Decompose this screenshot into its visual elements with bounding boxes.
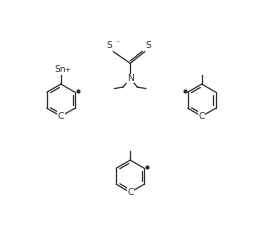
Text: ⁻: ⁻ [116, 39, 120, 48]
Text: +: + [64, 67, 70, 73]
Text: Sn: Sn [54, 65, 65, 74]
Text: S: S [146, 41, 151, 50]
Text: C: C [199, 112, 205, 121]
Text: C: C [127, 188, 133, 197]
Text: C: C [58, 112, 64, 121]
Text: S: S [107, 41, 113, 50]
Text: N: N [127, 74, 134, 83]
